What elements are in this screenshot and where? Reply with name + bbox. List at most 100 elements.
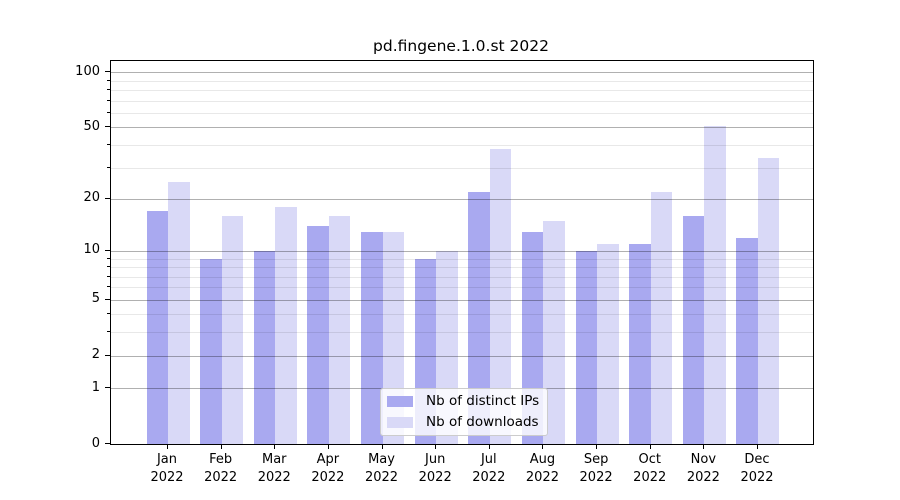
legend-entry-distinct-ips: Nb of distinct IPs [387, 393, 539, 410]
major-gridline-5 [111, 299, 813, 301]
bar-mar-distinct-ips [253, 250, 276, 444]
x-tick-mark-jul [488, 444, 490, 449]
minor-gridline-60 [111, 113, 813, 115]
x-tick-mark-sep [596, 444, 598, 449]
y-tick-mark-10 [105, 249, 110, 251]
major-gridline-10 [111, 250, 813, 252]
bar-sep-distinct-ips [575, 250, 598, 444]
y-minor-tick-mark-40 [107, 144, 110, 146]
y-tick-label-100: 100 [75, 63, 100, 79]
x-tick-label-dec: Dec 2022 [740, 452, 774, 485]
x-tick-mark-mar [274, 444, 276, 449]
y-tick-label-0: 0 [91, 435, 100, 451]
x-tick-mark-oct [649, 444, 651, 449]
y-minor-tick-mark-4 [107, 313, 110, 315]
minor-gridline-8 [111, 267, 813, 269]
major-gridline-20 [111, 198, 813, 200]
bar-mar-downloads [275, 206, 297, 444]
legend-swatch-downloads [387, 417, 413, 428]
minor-gridline-80 [111, 90, 813, 92]
bar-nov-downloads [704, 125, 726, 444]
x-tick-mark-jan [167, 444, 168, 449]
y-tick-mark-1 [105, 387, 110, 389]
bar-feb-downloads [221, 215, 244, 444]
y-tick-mark-50 [105, 126, 110, 128]
y-tick-label-50: 50 [83, 118, 100, 134]
y-minor-tick-mark-8 [107, 266, 110, 268]
x-tick-mark-nov [703, 444, 705, 449]
y-tick-mark-0 [105, 443, 110, 444]
minor-gridline-90 [111, 80, 813, 82]
y-tick-label-2: 2 [91, 347, 100, 363]
legend-label-downloads: Nb of downloads [426, 414, 539, 430]
major-gridline-50 [111, 127, 813, 129]
x-tick-label-sep: Sep 2022 [579, 452, 613, 485]
minor-gridline-6 [111, 287, 813, 289]
y-tick-label-1: 1 [91, 379, 100, 395]
bar-jan-distinct-ips [146, 211, 168, 444]
y-minor-tick-mark-60 [107, 112, 110, 114]
bar-feb-distinct-ips [200, 258, 222, 444]
x-tick-mark-apr [327, 444, 329, 449]
x-tick-label-aug: Aug 2022 [525, 452, 559, 485]
legend-entry-downloads: Nb of downloads [387, 414, 539, 431]
y-tick-mark-2 [105, 354, 110, 356]
bar-oct-downloads [650, 191, 673, 444]
y-minor-tick-mark-3 [107, 331, 110, 333]
major-gridline-2 [111, 355, 813, 357]
y-minor-tick-mark-90 [107, 79, 110, 81]
major-gridline-100 [111, 72, 813, 74]
bar-jan-downloads [168, 181, 190, 444]
bar-aug-downloads [543, 220, 565, 444]
bar-oct-distinct-ips [629, 243, 651, 444]
legend-label-distinct-ips: Nb of distinct IPs [426, 393, 540, 409]
x-tick-label-jul: Jul 2022 [472, 452, 506, 485]
y-minor-tick-mark-70 [107, 99, 110, 101]
minor-gridline-70 [111, 100, 813, 102]
legend: Nb of distinct IPs Nb of downloads [380, 388, 548, 436]
x-tick-mark-aug [542, 444, 544, 449]
x-tick-label-feb: Feb 2022 [204, 452, 238, 485]
minor-gridline-3 [111, 332, 813, 334]
minor-gridline-9 [111, 258, 813, 260]
plot-area [110, 60, 814, 445]
y-minor-tick-mark-6 [107, 286, 110, 288]
chart-title: pd.fingene.1.0.st 2022 [373, 37, 549, 55]
y-tick-label-10: 10 [83, 242, 100, 258]
x-tick-label-may: May 2022 [364, 452, 399, 485]
minor-gridline-7 [111, 276, 813, 278]
x-tick-mark-dec [756, 444, 758, 449]
x-tick-mark-may [381, 444, 383, 449]
y-minor-tick-mark-9 [107, 257, 110, 259]
minor-gridline-40 [111, 145, 813, 147]
bar-jul-downloads [489, 149, 512, 444]
legend-swatch-distinct-ips [387, 396, 413, 407]
minor-gridline-4 [111, 314, 813, 316]
bar-apr-downloads [328, 215, 351, 444]
y-minor-tick-mark-7 [107, 275, 110, 277]
bar-dec-downloads [757, 157, 780, 444]
x-tick-mark-jun [435, 444, 437, 449]
x-tick-label-jan: Jan 2022 [150, 452, 184, 485]
bar-may-distinct-ips [361, 231, 383, 444]
bar-dec-distinct-ips [736, 237, 758, 444]
y-minor-tick-mark-80 [107, 89, 110, 91]
y-tick-mark-100 [105, 71, 110, 73]
x-tick-label-mar: Mar 2022 [257, 452, 291, 485]
bar-nov-distinct-ips [682, 215, 705, 444]
x-tick-label-oct: Oct 2022 [633, 452, 667, 485]
y-minor-tick-mark-30 [107, 166, 110, 168]
x-tick-label-apr: Apr 2022 [311, 452, 345, 485]
minor-gridline-30 [111, 167, 813, 169]
y-tick-mark-5 [105, 298, 110, 300]
bar-apr-distinct-ips [307, 226, 329, 444]
y-tick-label-20: 20 [83, 190, 100, 206]
x-tick-mark-feb [220, 444, 222, 449]
y-tick-label-5: 5 [91, 291, 100, 307]
x-tick-label-nov: Nov 2022 [686, 452, 720, 485]
y-tick-mark-20 [105, 197, 110, 199]
bar-sep-downloads [597, 243, 619, 444]
bar-jul-distinct-ips [468, 191, 490, 444]
x-tick-label-jun: Jun 2022 [418, 452, 452, 485]
